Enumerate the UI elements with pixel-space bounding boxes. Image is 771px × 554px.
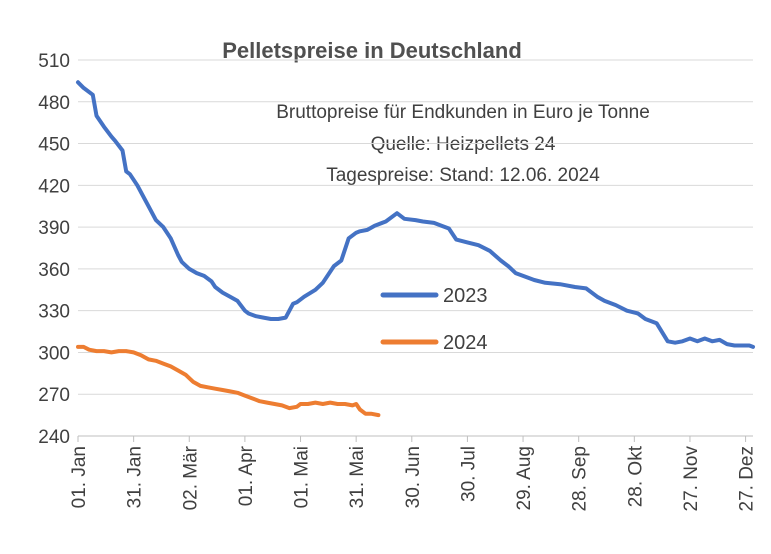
- y-tick-label-360: 360: [38, 260, 70, 281]
- chart-subtitle-line-2: Quelle: Heizpellets 24: [371, 134, 556, 155]
- x-tick-label-9: 28. Sep: [570, 446, 591, 512]
- x-tick-label-2: 02. Mär: [180, 445, 201, 510]
- x-tick-label-5: 31. Mai: [347, 446, 368, 508]
- x-tick-label-11: 27. Nov: [681, 446, 702, 512]
- x-tick-label-10: 28. Okt: [625, 445, 646, 507]
- chart-title: Pelletspreise in Deutschland: [222, 38, 522, 63]
- series-line-2023: [76, 80, 755, 349]
- chart-subtitle-line-3: Tagespreise: Stand: 12.06. 2024: [326, 165, 600, 186]
- legend: 2023 2024: [380, 285, 488, 354]
- x-tick-label-8: 29. Aug: [514, 446, 535, 510]
- legend-label-2024: 2024: [443, 332, 488, 354]
- chart-subtitle-line-1: Bruttopreise für Endkunden in Euro je To…: [276, 102, 650, 123]
- y-tick-label-300: 300: [38, 343, 70, 364]
- legend-label-2023: 2023: [443, 285, 488, 307]
- y-axis-ticks: 240 270 300 330 360 390 420 450 480 510: [38, 51, 70, 448]
- y-tick-label-330: 330: [38, 302, 70, 323]
- y-tick-label-270: 270: [38, 385, 70, 406]
- x-axis: 01. Jan 31. Jan 02. Mär 01. Apr 01. Mai 31. M…: [69, 435, 758, 512]
- series-lines: [76, 80, 755, 418]
- x-tick-label-12: 27. Dez: [737, 446, 758, 511]
- series-line-2024: [76, 344, 381, 418]
- x-tick-label-7: 30. Jul: [458, 446, 479, 502]
- y-tick-label-450: 450: [38, 135, 70, 156]
- x-tick-label-4: 01. Mai: [292, 446, 313, 508]
- x-tick-label-6: 30. Jun: [403, 446, 424, 508]
- y-tick-label-390: 390: [38, 218, 70, 239]
- y-tick-label-240: 240: [38, 427, 70, 448]
- x-tick-label-1: 31. Jan: [125, 446, 146, 508]
- y-tick-label-420: 420: [38, 176, 70, 197]
- x-tick-label-3: 01. Apr: [236, 445, 257, 506]
- y-tick-label-510: 510: [38, 51, 70, 72]
- x-tick-label-0: 01. Jan: [69, 446, 90, 508]
- y-tick-label-480: 480: [38, 93, 70, 114]
